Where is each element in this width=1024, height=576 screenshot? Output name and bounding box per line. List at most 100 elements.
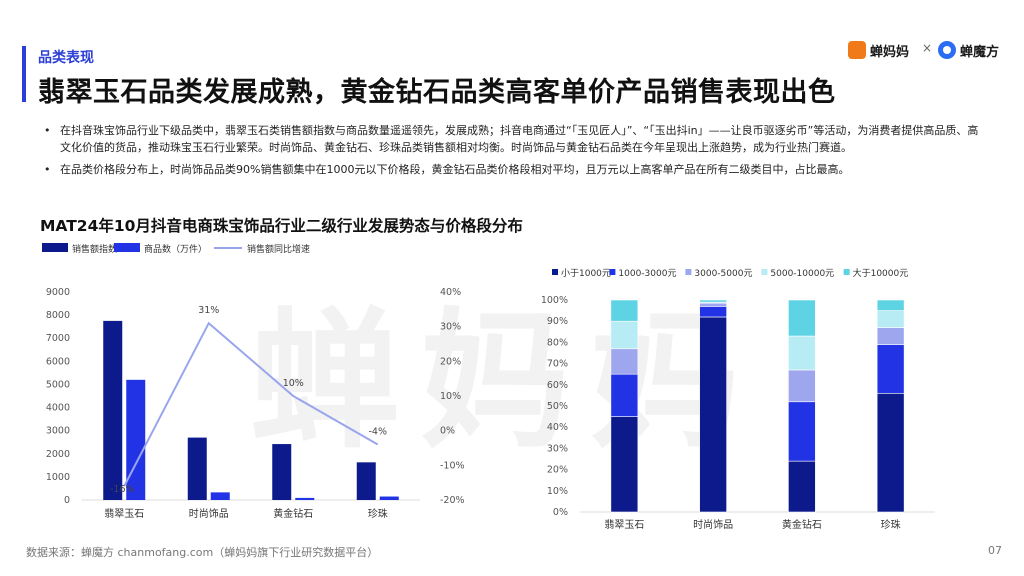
stacked-bar-segment: [610, 416, 639, 513]
watermark: 蝉妈妈: [250, 295, 761, 469]
bar: [356, 462, 376, 500]
bar: [295, 497, 315, 500]
data-label: -4%: [369, 427, 388, 438]
stacked-bar-chart: 小于1000元 1000-3000元 3000-5000元 5000-10000元 大于…: [541, 267, 935, 531]
bullet-item: 在品类价格段分布上，时尚饰品品类90%销售额集中在1000元以下价格段，黄金钻石…: [44, 161, 984, 178]
section-label: 品类表现: [38, 50, 94, 66]
y-tick-label: 60%: [547, 380, 568, 391]
combo-chart: 销售额指数 商品数（万件） 销售额同比增速 0 1000 2000 3000 4000 5000…: [42, 243, 465, 520]
line-series: [123, 321, 379, 487]
y-tick-label: 7000: [46, 333, 70, 344]
stacked-bar-segment: [699, 316, 727, 513]
stacked-bar-segment: [788, 401, 816, 462]
bullet-list: 在抖音珠宝饰品行业下级品类中，翡翠玉石类销售额指数与商品数量遥遥领先，发展成熟；…: [44, 122, 984, 183]
bullet-item: 在抖音珠宝饰品行业下级品类中，翡翠玉石类销售额指数与商品数量遥遥领先，发展成熟；…: [44, 122, 984, 156]
legend-swatch: [685, 269, 692, 275]
y2-tick-label: 30%: [440, 322, 461, 333]
y-tick-label: 100%: [541, 295, 568, 306]
page-number: 07: [988, 544, 1002, 557]
logo-separator: ×: [922, 41, 933, 55]
data-label: 31%: [198, 305, 219, 316]
x-tick-label: 时尚饰品: [189, 507, 229, 520]
legend-swatch: [42, 243, 68, 252]
accent-bar: [22, 46, 26, 102]
footer-source: 数据来源：蝉魔方 chanmofang.com（蝉妈妈旗下行业研究数据平台）: [26, 546, 379, 559]
stacked-bar-segment: [610, 299, 639, 322]
bar: [379, 496, 399, 500]
stacked-bar-segment: [699, 306, 727, 318]
y-tick-label: 8000: [46, 310, 70, 321]
chanmama-logo-text: 蝉妈妈: [870, 44, 910, 60]
stacked-bar-segment: [876, 310, 905, 328]
chanmama-logo: 蝉妈妈: [848, 39, 909, 61]
data-label: 10%: [283, 378, 304, 389]
y-tick-label: 1000: [46, 472, 70, 483]
x-tick-label: 翡翠玉石: [104, 507, 144, 520]
y-tick-label: 40%: [547, 422, 568, 433]
page-title: 翡翠玉石品类发展成熟，黄金钻石品类高客单价产品销售表现出色: [38, 77, 836, 108]
legend-label: 销售额指数: [72, 243, 117, 255]
stacked-bar-segment: [876, 344, 905, 394]
bar: [126, 379, 146, 500]
y-tick-label: 2000: [46, 449, 70, 460]
y-tick-label: 9000: [46, 287, 70, 298]
bar: [210, 492, 230, 500]
y-tick-label: 5000: [46, 379, 70, 390]
bar: [187, 437, 207, 500]
legend-label: 销售额同比增速: [247, 243, 310, 255]
data-label: -16%: [110, 484, 135, 495]
y-tick-label: 10%: [547, 486, 568, 497]
y-tick-label: 20%: [547, 465, 568, 476]
stacked-bar-segment: [788, 299, 816, 337]
y2-tick-label: 0%: [440, 426, 455, 437]
y-tick-label: 80%: [547, 337, 568, 348]
stacked-bar-segment: [610, 348, 639, 375]
chanmofang-logo-icon: [938, 41, 956, 59]
legend-label: 1000-3000元: [618, 269, 676, 279]
chanmofang-logo-text: 蝉魔方: [960, 44, 1000, 60]
stacked-bar-segment: [610, 320, 639, 350]
bar: [103, 320, 123, 500]
stacked-bar-segment: [788, 335, 816, 371]
legend-swatch: [609, 269, 616, 275]
legend-swatch: [843, 269, 850, 275]
stacked-bar-segment: [876, 299, 905, 311]
legend-label: 3000-5000元: [694, 269, 752, 279]
y2-tick-label: 20%: [440, 356, 461, 367]
legend-label: 小于1000元: [561, 268, 611, 279]
x-tick-label: 珍珠: [881, 518, 901, 531]
legend-label: 5000-10000元: [770, 269, 834, 279]
y-tick-label: 3000: [46, 426, 70, 437]
y2-tick-label: 40%: [440, 287, 461, 298]
y-tick-label: 0%: [553, 507, 568, 518]
chanmofang-logo: 蝉魔方: [938, 39, 999, 61]
legend-swatch: [114, 243, 140, 252]
bar: [272, 444, 292, 500]
stacked-bar-segment: [788, 369, 816, 403]
chart-title: MAT24年10月抖音电商珠宝饰品行业二级行业发展势态与价格段分布: [40, 217, 523, 235]
legend-swatch: [761, 269, 768, 275]
x-tick-label: 黄金钻石: [273, 507, 313, 520]
y-tick-label: 70%: [547, 359, 568, 370]
stacked-bar-segment: [699, 299, 727, 303]
legend-label: 商品数（万件）: [144, 243, 207, 255]
x-tick-label: 翡翠玉石: [604, 518, 644, 531]
y2-tick-label: 10%: [440, 391, 461, 402]
legend-swatch: [552, 269, 558, 275]
stacked-bar-segment: [876, 327, 905, 345]
y-tick-label: 6000: [46, 356, 70, 367]
x-tick-label: 时尚饰品: [693, 518, 733, 531]
y-tick-label: 4000: [46, 403, 70, 414]
x-tick-label: 黄金钻石: [782, 518, 822, 531]
chanmama-logo-icon: [848, 41, 866, 59]
stacked-bar-segment: [788, 460, 816, 513]
legend-label: 大于10000元: [853, 267, 909, 279]
x-tick-label: 珍珠: [368, 507, 388, 520]
stacked-bar-segment: [876, 392, 905, 513]
y-tick-label: 0: [64, 495, 70, 506]
stacked-bar-segment: [699, 302, 727, 307]
stacked-bar-segment: [610, 373, 639, 417]
y2-tick-label: -10%: [440, 460, 465, 471]
y2-tick-label: -20%: [440, 495, 465, 506]
y-tick-label: 30%: [547, 443, 568, 454]
